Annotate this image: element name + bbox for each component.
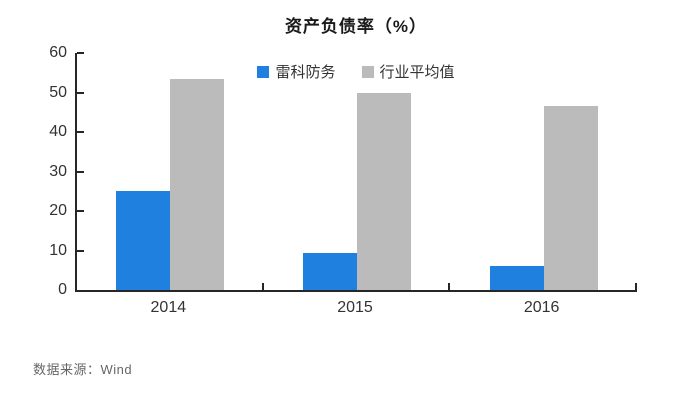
source-note: 数据来源：Wind	[33, 362, 133, 377]
x-tick-mark	[448, 283, 451, 290]
bar-2014-series0	[116, 191, 171, 290]
bar-2016-series1	[543, 106, 598, 290]
y-tick-label: 50	[49, 83, 67, 101]
y-tick-mark	[77, 91, 84, 94]
y-tick-mark	[77, 210, 84, 212]
y-tick-label: 60	[49, 44, 67, 61]
legend: 雷科防务 行业平均值	[75, 61, 637, 82]
bar-2015-series1	[357, 92, 411, 290]
bar-2016-series0	[489, 265, 544, 290]
x-tick-label: 2014	[150, 299, 187, 316]
legend-swatch-icon	[361, 65, 374, 78]
y-tick-mark	[77, 131, 84, 133]
bar-2015-series0	[303, 253, 357, 290]
y-tick-label: 40	[49, 123, 67, 140]
x-tick-mark	[261, 283, 264, 290]
y-tick-label: 10	[49, 241, 67, 259]
x-tick-label: 2016	[523, 299, 560, 316]
plot-area	[75, 52, 637, 292]
y-tick-mark	[77, 249, 84, 252]
x-tick-label: 2015	[337, 299, 373, 316]
y-tick-label: 30	[49, 162, 67, 180]
legend-swatch-icon	[257, 65, 270, 78]
x-tick-mark	[635, 283, 637, 290]
y-tick-mark	[77, 170, 84, 173]
legend-item-1: 行业平均值	[361, 61, 455, 82]
chart-title: 资产负债率（%）	[284, 17, 428, 36]
legend-label: 行业平均值	[379, 64, 455, 81]
legend-item-0: 雷科防务	[257, 61, 336, 82]
bar-2014-series1	[170, 78, 225, 290]
y-tick-label: 20	[49, 202, 67, 219]
y-tick-mark	[77, 52, 84, 54]
y-tick-label: 0	[58, 281, 67, 298]
legend-label: 雷科防务	[275, 64, 336, 81]
